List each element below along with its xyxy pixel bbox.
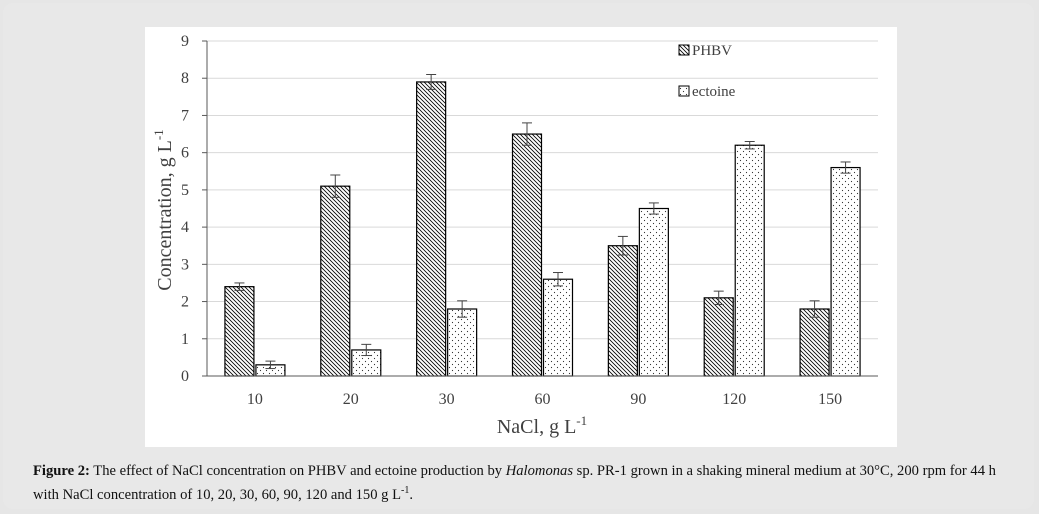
bar-ectoine-60 [542, 278, 574, 377]
error-bar-ectoine-30 [457, 300, 468, 318]
caption-text-after: sp. PR-1 grown in a shaking mineral medi… [33, 463, 996, 503]
x-tick-label: 90 [630, 391, 646, 408]
bar-phbv-60 [511, 133, 543, 377]
error-bar-phbv-90 [617, 235, 628, 256]
error-bar-ectoine-60 [553, 272, 563, 287]
error-bar-ectoine-20 [361, 343, 372, 357]
y-tick-label: 8 [181, 70, 189, 87]
caption-organism: Halomonas [505, 463, 574, 479]
bar-ectoine-90 [638, 207, 669, 377]
bar-ectoine-120 [734, 144, 765, 377]
error-bar-ectoine-90 [648, 202, 659, 215]
y-tick-label: 2 [181, 294, 189, 311]
error-bar-phbv-30 [426, 74, 437, 90]
caption-lead: Figure 2: [33, 463, 90, 479]
error-bar-phbv-10 [234, 282, 245, 291]
error-bar-ectoine-150 [840, 161, 851, 174]
x-axis-label: NaCl, g L-1 [497, 413, 587, 438]
bar-ectoine-150 [830, 166, 861, 377]
x-tick-label: 30 [439, 391, 455, 408]
bar-phbv-150 [799, 308, 830, 377]
bar-phbv-90 [607, 245, 638, 377]
legend-swatch-phbv [678, 44, 690, 56]
figure-caption: Figure 2: The effect of NaCl concentrati… [33, 461, 1018, 505]
x-tick-label: 120 [722, 391, 746, 408]
y-tick-label: 9 [181, 33, 189, 50]
bar-phbv-30 [416, 81, 447, 377]
caption-text: The effect of NaCl concentration on PHBV… [89, 463, 506, 479]
bar-phbv-120 [703, 297, 734, 377]
error-bar-ectoine-10 [265, 360, 276, 370]
legend-label-phbv: PHBV [692, 43, 732, 59]
y-tick-label: 7 [181, 107, 189, 124]
y-tick-label: 3 [181, 256, 189, 273]
error-bar-phbv-150 [809, 300, 820, 318]
x-tick-label: 60 [535, 391, 551, 408]
caption-superscript: -1 [401, 485, 410, 496]
legend-label-ectoine: ectoine [692, 84, 736, 100]
x-tick-label: 10 [247, 391, 263, 408]
legend-swatch-ectoine [678, 85, 690, 97]
caption-end: . [409, 486, 414, 503]
legend: PHBV ectoine [678, 43, 736, 100]
error-bar-phbv-120 [713, 290, 724, 306]
y-tick-label: 1 [181, 331, 189, 348]
bar-phbv-10 [224, 286, 255, 377]
y-tick-label: 6 [181, 145, 189, 162]
y-tick-label: 4 [181, 219, 189, 236]
error-bar-phbv-60 [522, 122, 532, 146]
x-tick-label: 20 [343, 391, 359, 408]
y-axis-label: Concentration, g L-1 [151, 129, 176, 290]
y-tick-label: 5 [181, 182, 189, 199]
bar-ectoine-30 [447, 308, 478, 377]
bar-phbv-20 [320, 185, 351, 377]
y-tick-label: 0 [181, 368, 189, 385]
error-bar-ectoine-120 [744, 141, 755, 150]
error-bar-phbv-20 [330, 174, 341, 198]
x-tick-label: 150 [818, 391, 842, 408]
